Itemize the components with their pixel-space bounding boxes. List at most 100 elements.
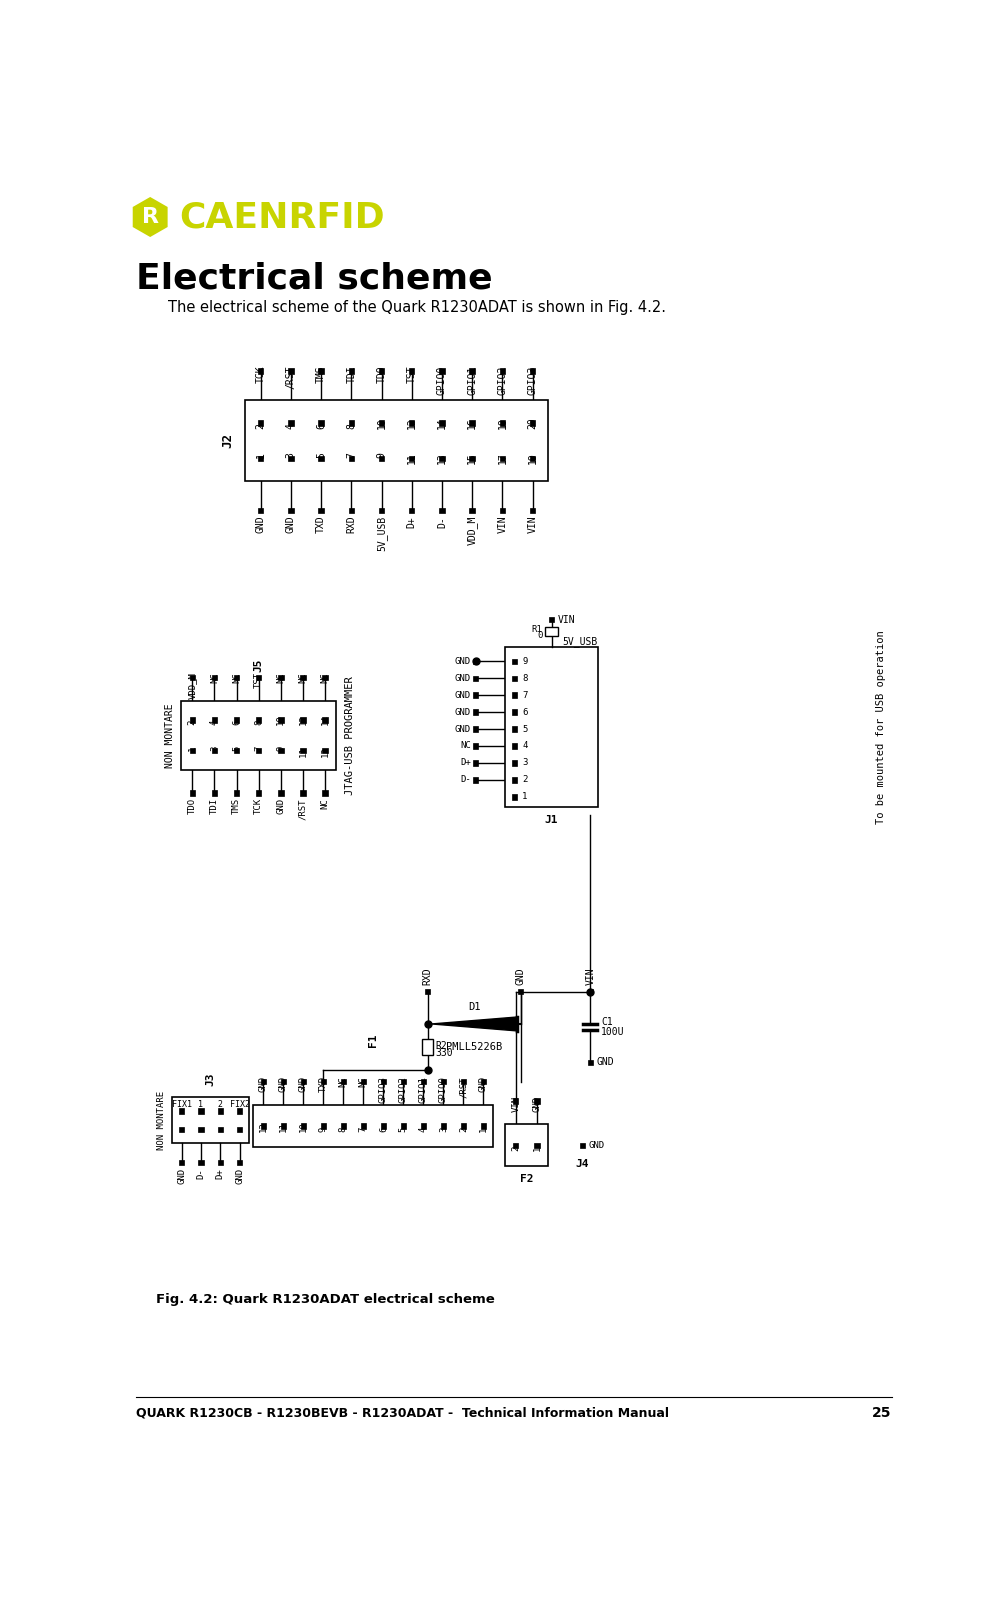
Bar xyxy=(529,420,535,425)
Bar xyxy=(409,369,414,373)
Text: 14: 14 xyxy=(437,417,447,430)
Bar xyxy=(211,717,216,723)
Bar xyxy=(258,455,264,462)
Text: VIN: VIN xyxy=(497,516,507,534)
Text: 11: 11 xyxy=(279,1122,288,1132)
Bar xyxy=(379,455,384,462)
Text: 17: 17 xyxy=(497,452,507,463)
Text: Electrical scheme: Electrical scheme xyxy=(136,261,492,295)
Text: 3: 3 xyxy=(286,452,296,458)
Bar xyxy=(258,508,264,513)
Bar xyxy=(400,1079,406,1084)
Text: 15: 15 xyxy=(467,452,477,463)
Bar xyxy=(349,508,354,513)
Text: 8: 8 xyxy=(346,423,356,430)
Text: 12: 12 xyxy=(259,1122,268,1132)
Text: NC: NC xyxy=(231,672,240,683)
Bar xyxy=(409,508,414,513)
Bar xyxy=(439,508,444,513)
Text: VIN: VIN xyxy=(557,614,575,625)
Bar xyxy=(278,747,284,753)
Text: TXD: TXD xyxy=(319,1076,328,1093)
Bar xyxy=(281,1124,286,1129)
Text: 7: 7 xyxy=(522,691,527,699)
Bar xyxy=(321,1079,326,1084)
Text: GND: GND xyxy=(596,1058,613,1068)
Bar xyxy=(217,1108,222,1114)
Text: R: R xyxy=(141,207,158,228)
Text: 1: 1 xyxy=(187,745,196,752)
Text: GND: GND xyxy=(532,1095,541,1112)
Text: 8: 8 xyxy=(522,673,527,683)
Bar xyxy=(256,747,262,753)
Bar xyxy=(473,744,478,749)
Bar xyxy=(349,420,354,425)
Text: 3: 3 xyxy=(439,1127,448,1132)
Bar xyxy=(278,675,284,680)
Text: GND: GND xyxy=(234,1169,243,1185)
Bar xyxy=(587,1060,592,1064)
Bar xyxy=(288,455,294,462)
Bar xyxy=(300,747,306,753)
Bar xyxy=(258,369,264,373)
Bar xyxy=(548,617,554,622)
Bar xyxy=(381,1124,386,1129)
Polygon shape xyxy=(431,1016,516,1031)
Text: GND: GND xyxy=(455,673,471,683)
Bar xyxy=(322,747,328,753)
Text: TMS: TMS xyxy=(231,798,240,814)
Bar xyxy=(513,1143,518,1148)
Text: GND: GND xyxy=(455,707,471,717)
Bar xyxy=(189,790,194,795)
Text: 5V_USB: 5V_USB xyxy=(562,636,597,648)
Text: GPIO3: GPIO3 xyxy=(379,1076,388,1103)
Text: GND: GND xyxy=(276,798,285,814)
Bar xyxy=(511,726,517,731)
Text: C1: C1 xyxy=(600,1018,612,1028)
Bar xyxy=(529,508,535,513)
Text: GPIO0: GPIO0 xyxy=(437,365,447,394)
Text: QUARK R1230CB - R1230BEVB - R1230ADAT -  Technical Information Manual: QUARK R1230CB - R1230BEVB - R1230ADAT - … xyxy=(136,1406,668,1419)
Text: NC: NC xyxy=(299,672,308,683)
Bar xyxy=(245,401,547,481)
Bar xyxy=(439,420,444,425)
Bar xyxy=(473,710,478,715)
Bar xyxy=(420,1079,426,1084)
Bar xyxy=(499,369,505,373)
Text: GND: GND xyxy=(279,1076,288,1093)
Bar xyxy=(318,508,324,513)
Polygon shape xyxy=(132,197,167,237)
Bar xyxy=(513,1098,518,1103)
Bar xyxy=(318,420,324,425)
Text: NC: NC xyxy=(321,672,330,683)
Text: 1: 1 xyxy=(256,452,266,458)
Bar xyxy=(534,1143,539,1148)
Bar xyxy=(233,717,239,723)
Bar xyxy=(288,508,294,513)
Text: VIN: VIN xyxy=(511,1095,520,1112)
Text: PMLL5226B: PMLL5226B xyxy=(446,1042,502,1053)
Bar xyxy=(256,790,262,795)
Text: 5V_USB: 5V_USB xyxy=(376,516,387,551)
Text: TCK: TCK xyxy=(254,798,263,814)
Text: JTAG-USB PROGRAMMER: JTAG-USB PROGRAMMER xyxy=(345,676,355,795)
Text: 20: 20 xyxy=(527,417,537,430)
Text: NC: NC xyxy=(276,672,285,683)
Bar xyxy=(278,790,284,795)
Text: 8: 8 xyxy=(339,1127,348,1132)
Text: 9: 9 xyxy=(276,745,285,752)
Bar xyxy=(211,747,216,753)
Text: TDO: TDO xyxy=(187,798,196,814)
Text: 4: 4 xyxy=(286,423,296,430)
Text: D-: D- xyxy=(460,776,471,784)
Text: J5: J5 xyxy=(254,659,264,672)
Text: 9: 9 xyxy=(319,1127,328,1132)
Text: TST: TST xyxy=(254,672,263,688)
Text: 7: 7 xyxy=(254,745,263,752)
Text: 13: 13 xyxy=(321,745,330,757)
Text: 18: 18 xyxy=(497,417,507,430)
Text: D+: D+ xyxy=(407,516,416,527)
Text: 11: 11 xyxy=(407,452,416,463)
Text: 5: 5 xyxy=(522,725,527,734)
Text: 100U: 100U xyxy=(600,1026,624,1037)
